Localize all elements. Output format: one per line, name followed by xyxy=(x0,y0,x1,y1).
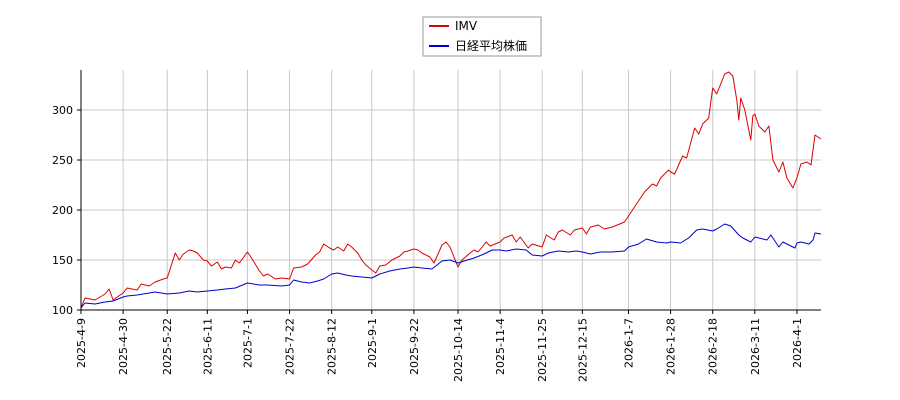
x-tick-label: 2026-4-1 xyxy=(791,318,804,368)
y-tick-labels: 100 150 200 250 300 xyxy=(52,104,73,317)
series-line-1 xyxy=(80,223,822,309)
x-tick-label: 2025-11-25 xyxy=(536,318,549,382)
legend: IMV 日経平均株価 xyxy=(422,16,542,57)
series-layer xyxy=(80,71,822,309)
x-tick-label: 2025-10-14 xyxy=(452,318,465,382)
y-tick-label: 250 xyxy=(52,154,73,167)
y-tick-label: 100 xyxy=(52,304,73,317)
x-tick-label: 2025-9-22 xyxy=(408,318,421,375)
x-tick-label: 2026-2-18 xyxy=(707,318,720,375)
y-tick-label: 300 xyxy=(52,104,73,117)
x-tick-label: 2026-3-11 xyxy=(749,318,762,375)
legend-label: 日経平均株価 xyxy=(455,38,527,53)
x-tick-label: 2025-4-9 xyxy=(75,318,88,368)
x-tick-label: 2025-5-22 xyxy=(161,318,174,375)
x-tick-label: 2026-1-28 xyxy=(665,318,678,375)
series-line-0 xyxy=(80,71,822,309)
y-tick-label: 150 xyxy=(52,254,73,267)
x-tick-label: 2025-7-1 xyxy=(241,318,254,368)
x-tick-label: 2025-12-15 xyxy=(576,318,589,382)
x-tick-label: 2025-4-30 xyxy=(117,318,130,375)
x-tick-label: 2025-9-1 xyxy=(366,318,379,368)
legend-box xyxy=(422,16,542,57)
x-tick-label: 2026-1-7 xyxy=(622,318,635,368)
x-tick-labels: 2025-4-9 2025-4-30 2025-5-22 2025-6-11 2025-… xyxy=(75,318,804,382)
x-tick-label: 2025-6-11 xyxy=(201,318,214,375)
axes-layer xyxy=(77,70,821,314)
y-tick-label: 200 xyxy=(52,204,73,217)
x-tick-label: 2025-11-4 xyxy=(494,318,507,375)
x-tick-label: 2025-7-22 xyxy=(284,318,297,375)
legend-label: IMV xyxy=(455,19,478,33)
x-tick-label: 2025-8-12 xyxy=(326,318,339,375)
